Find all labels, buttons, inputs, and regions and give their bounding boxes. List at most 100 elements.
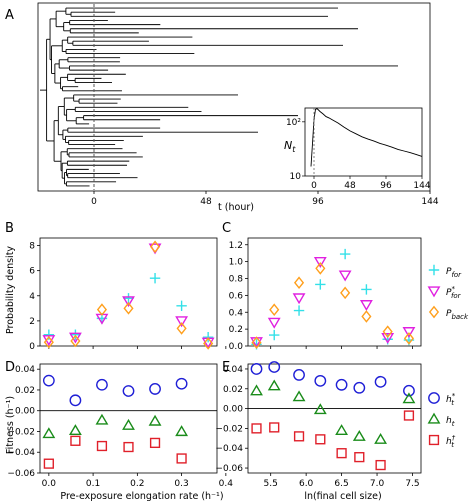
panel-d-x-label: Pre-exposure elongation rate (h⁻¹)	[60, 491, 223, 502]
panel-label-d: D	[5, 360, 15, 375]
legendE-marker-h_star	[428, 392, 440, 404]
panelE-y-tick-label: −0.04	[215, 444, 243, 454]
panelE-h_dagger-point	[354, 452, 365, 463]
panelE-x-tick-label: 7.0	[370, 479, 385, 489]
panelD-y-tick-label: −0.06	[7, 469, 35, 479]
panelD-x-tick-label: 0.4	[219, 479, 234, 489]
panelD-h_dagger-point	[123, 441, 134, 453]
panelC-p_for-point	[315, 279, 326, 290]
legendC-label-p_back: Pback	[446, 309, 469, 321]
panelB-y-tick-label: 0	[29, 342, 35, 352]
panel-a-x-tick-label: 96	[312, 197, 324, 207]
panelB-y-tick-label: 2	[29, 317, 35, 327]
panelE-h_t-point	[352, 430, 366, 441]
panel-a-x-tick-label: 144	[421, 197, 438, 207]
panel-label-a: A	[5, 8, 14, 23]
legend-base: h	[446, 395, 452, 405]
panelB-p_for-point	[176, 300, 187, 312]
panelC-y-tick-label: 0.8	[229, 275, 244, 285]
panelE-h_dagger-point	[293, 431, 305, 442]
population-inset: 0 48 96 144 10 10² Nt	[284, 107, 431, 191]
inset-y-label: Nt	[284, 139, 296, 154]
panelE-h_star-point	[314, 374, 327, 387]
panelC-y-tick-label: 0.6	[229, 291, 244, 301]
panelE-x-tick-label: 6.0	[299, 479, 314, 489]
legendE-marker-h_dagger	[428, 434, 440, 446]
legend-sub: t	[451, 441, 454, 449]
panelE-h_t-point	[374, 432, 388, 444]
panelD-h_dagger-point	[176, 453, 187, 464]
panelD-h_star-point	[42, 374, 55, 387]
panelE-h_star-point	[374, 375, 387, 388]
legend-sub: for	[451, 292, 462, 300]
panelE-h_t-point	[292, 390, 306, 402]
legendE-label-h_dagger: h† t	[446, 434, 456, 449]
panel-b-y-label: Probability density	[5, 246, 16, 334]
panelC-p_back-point	[269, 303, 280, 317]
panelE-h_t-point	[402, 392, 416, 404]
panelE-h_dagger-point	[315, 434, 326, 445]
panelD-frame	[39, 363, 218, 474]
panelD-h_dagger-point	[96, 440, 108, 452]
legend-sub: t	[452, 420, 455, 428]
panelE-y-tick-label: −0.06	[215, 464, 243, 474]
panelB-y-tick-label: 8	[29, 242, 35, 252]
legendC-marker-p_for	[428, 264, 440, 276]
panelD-h_star-point	[175, 377, 188, 390]
panelE-h_star-point	[250, 363, 263, 375]
panelD-h_star-point	[122, 385, 135, 397]
panelD-y-tick-label: −0.02	[7, 427, 35, 437]
inset-x-tick-label: 96	[380, 181, 392, 191]
legend-sup: *	[451, 285, 455, 293]
panelE-h_star-point	[403, 384, 415, 397]
population-curve	[310, 108, 423, 167]
panelB-y-tick-label: 6	[29, 267, 35, 277]
panelD-h_dagger-point	[70, 435, 81, 446]
panelE-y-tick-label: −0.02	[215, 424, 243, 434]
panelC-p_for_star-point	[338, 270, 352, 282]
panel-a-lineage-tree: 0 48 96 144 t (hour) 0 48 96 144 10 10² Nt	[37, 2, 439, 213]
panelD-y-tick-label: −0.04	[7, 448, 35, 458]
panelD-h_star-point	[96, 378, 108, 391]
panelC-p_back-point	[251, 336, 262, 349]
panelC-p_for_star-point	[381, 332, 395, 344]
legendC-marker-p_for_star	[427, 286, 441, 298]
panelC-y-tick-label: 0.4	[229, 308, 244, 318]
panelC-p_for-point	[339, 248, 351, 260]
panelE-h_star-point	[353, 381, 366, 394]
panelD-y-tick-label: 0.02	[15, 386, 35, 396]
panelB-p_back-point	[149, 240, 161, 254]
panelC-p_for_star-point	[402, 327, 416, 338]
panel-e-fitness: 5.5 6.0 6.5 7.0 7.5 0.04 0.02 0.00 −0.02 −0.04 −0.…	[215, 361, 422, 489]
panelE-frame	[247, 363, 422, 474]
panelC-y-tick-label: 1.2	[229, 241, 243, 251]
panelD-x-tick-label: 0.3	[174, 479, 188, 489]
panelB-p_for-point	[123, 293, 134, 304]
panel-a-x-label: t (hour)	[218, 202, 254, 213]
panelE-h_dagger-point	[336, 448, 347, 459]
panelB-p_for_star-point	[68, 332, 82, 344]
inset-frame	[304, 107, 423, 177]
panelC-p_back-point	[403, 332, 415, 345]
legend-base: P	[446, 309, 452, 319]
panelB-p_back-point	[123, 302, 134, 315]
panel-d-y-label: Fitness (h⁻¹)	[5, 396, 16, 454]
panelD-x-tick-label: 0.0	[42, 479, 57, 489]
panelE-h_star-point	[335, 378, 348, 391]
panelC-p_back-point	[315, 262, 326, 275]
panelC-p_back-point	[340, 286, 351, 300]
legendC-label-p_for: Pfor	[446, 267, 462, 279]
legendC-label-p_for_star: P* for	[446, 285, 462, 300]
legendE-marker-h_t	[427, 412, 441, 424]
panelE-x-tick-label: 5.5	[264, 479, 278, 489]
inset-x-tick-label: 0	[311, 181, 317, 191]
panel-label-e: E	[222, 360, 230, 375]
panelD-y-tick-label: 0.00	[15, 407, 35, 417]
legend-sub: t	[451, 399, 454, 407]
panelE-h_t-point	[267, 379, 281, 391]
inset-x-tick-label: 144	[413, 181, 430, 191]
panelD-h_t-point	[68, 424, 82, 436]
